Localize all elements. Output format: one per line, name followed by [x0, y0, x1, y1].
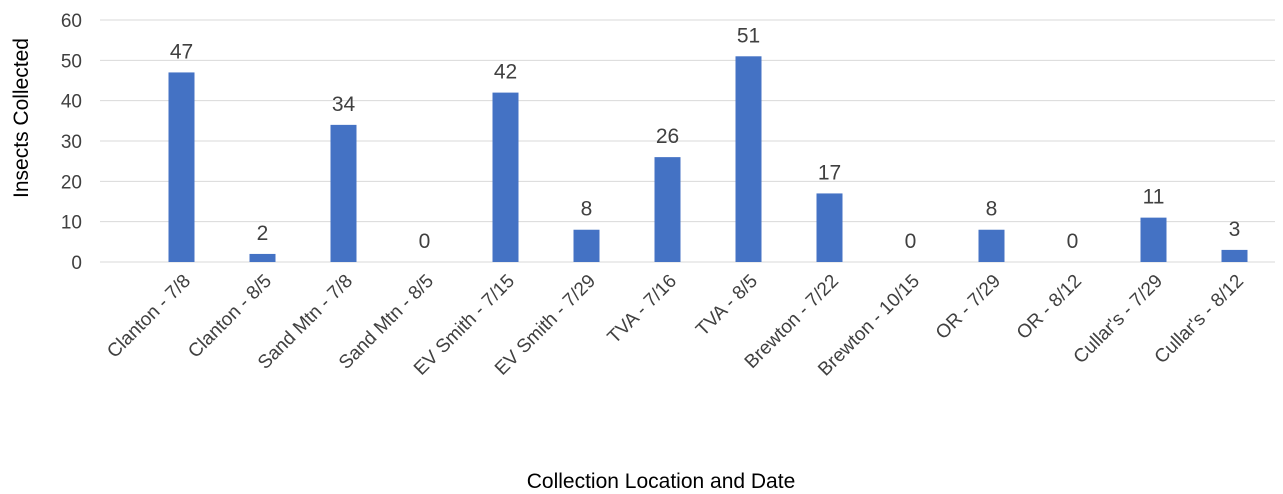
bar: [168, 72, 195, 262]
data-label: 47: [170, 40, 193, 63]
bar: [492, 92, 519, 262]
x-category-label: TVA - 7/16: [604, 271, 681, 348]
bar: [1140, 217, 1167, 262]
y-tick-label: 20: [61, 172, 82, 193]
y-tick-label: 60: [61, 11, 82, 32]
x-category-label: Clanton - 8/5: [184, 271, 276, 363]
data-label: 2: [257, 222, 269, 245]
data-labels: 47 2 34 0 42 8 26 51 17 0 8 0 11 3: [170, 24, 1241, 253]
bar: [330, 124, 357, 262]
data-label: 17: [818, 161, 841, 184]
data-label: 34: [332, 93, 356, 116]
data-label: 8: [986, 198, 998, 221]
bar: [654, 157, 681, 262]
y-tick-label: 0: [71, 253, 82, 274]
y-tick-label: 30: [61, 132, 82, 153]
data-label: 26: [656, 125, 679, 148]
y-axis-title: Insects Collected: [10, 38, 33, 198]
x-category-label: Clanton - 7/8: [103, 271, 195, 363]
bar: [1221, 249, 1248, 262]
x-axis-title: Collection Location and Date: [527, 470, 796, 493]
bar: [573, 229, 600, 262]
bar: [816, 193, 843, 262]
y-tick-label: 10: [61, 213, 82, 234]
data-label: 0: [1067, 230, 1079, 253]
bar: [735, 56, 762, 262]
data-label: 11: [1143, 186, 1165, 209]
data-label: 8: [581, 198, 593, 221]
gridlines: [100, 19, 1275, 263]
x-category-label: OR - 8/12: [1013, 271, 1086, 344]
x-category-label: TVA - 8/5: [692, 271, 762, 341]
data-label: 51: [737, 24, 760, 47]
x-category-label: OR - 7/29: [932, 271, 1005, 344]
data-label: 3: [1229, 218, 1241, 241]
bars: [168, 56, 1248, 262]
data-label: 0: [419, 230, 431, 253]
y-axis-ticks: 0 10 20 30 40 50 60: [61, 11, 82, 274]
bar: [978, 229, 1005, 262]
data-label: 0: [905, 230, 917, 253]
data-label: 42: [494, 61, 517, 84]
y-tick-label: 40: [61, 92, 82, 113]
bar: [249, 253, 276, 262]
y-tick-label: 50: [61, 51, 82, 72]
